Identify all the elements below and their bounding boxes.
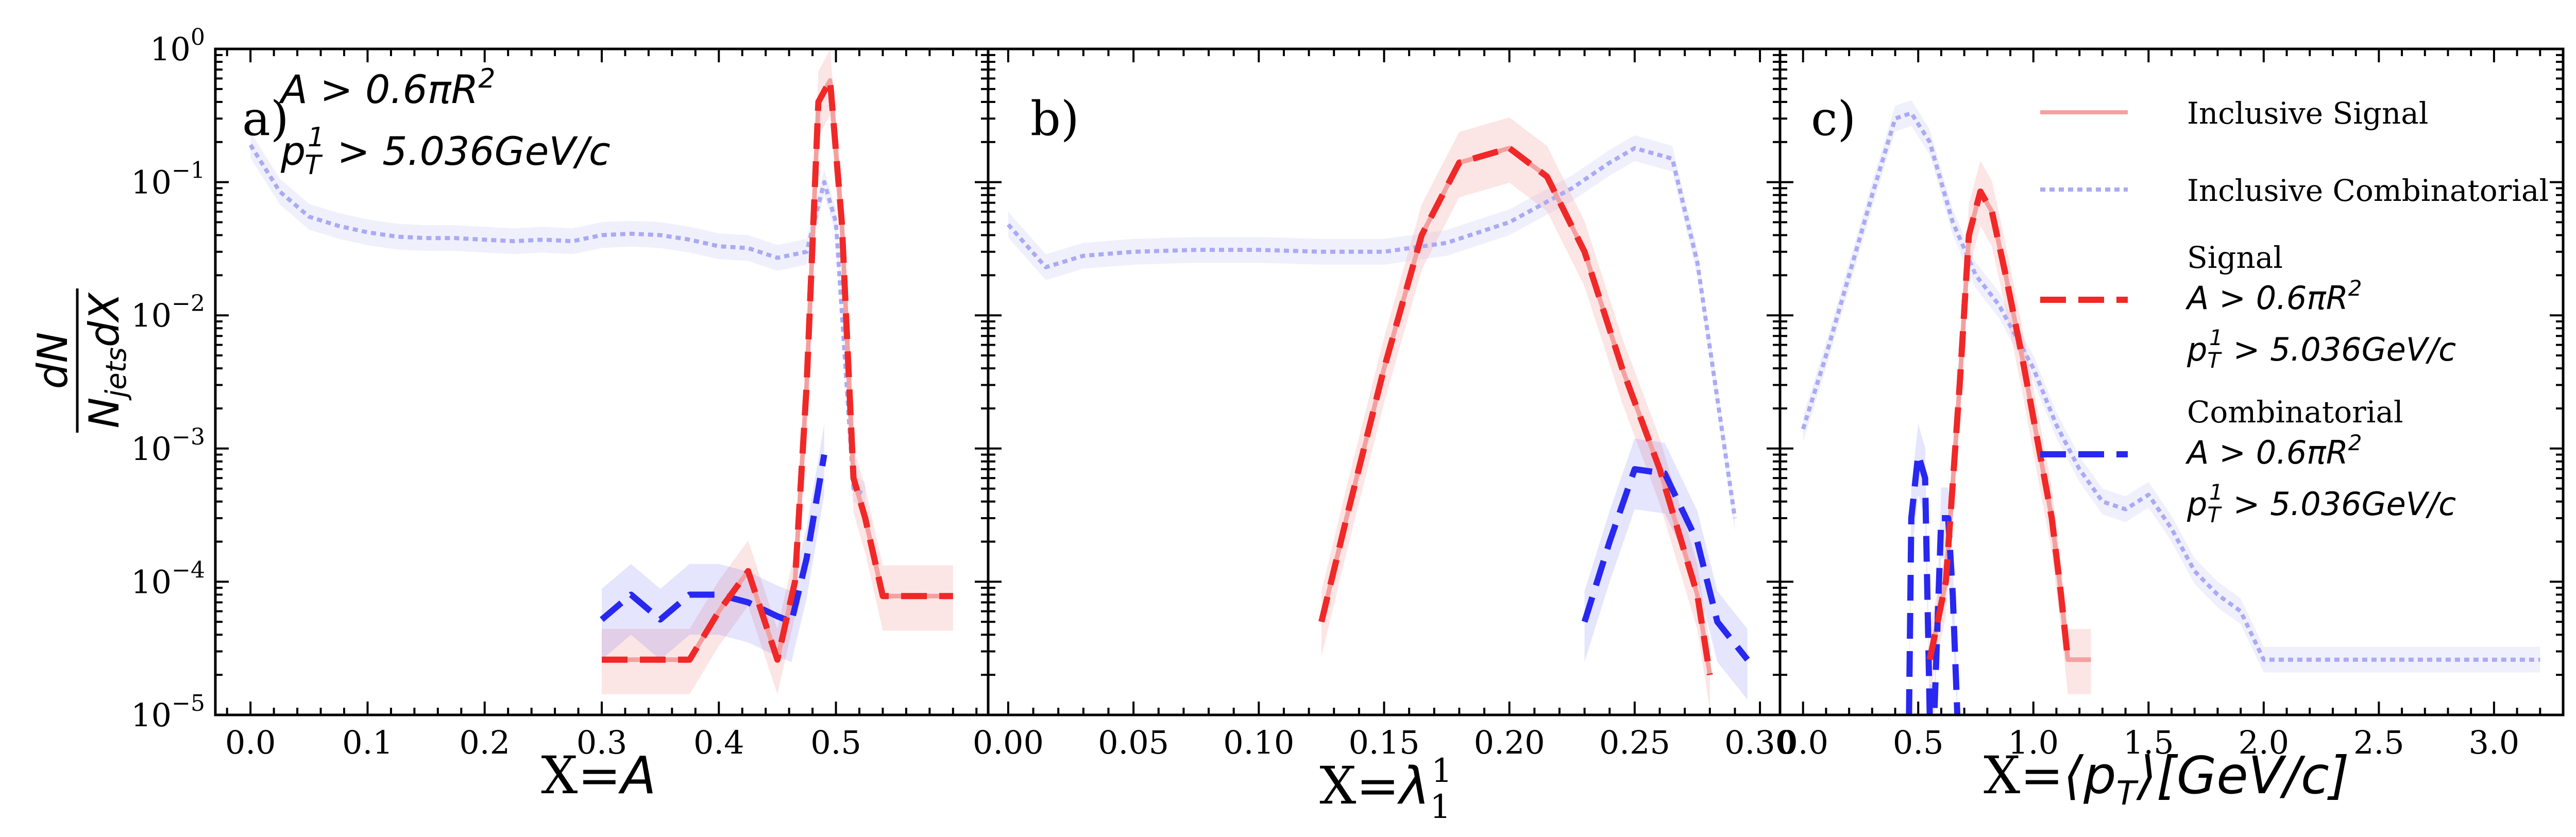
panel-c-xtick-label: 1.0 bbox=[2008, 724, 2059, 761]
y-tick-label: 10−3 bbox=[131, 424, 205, 468]
panel-c-xtick-label: 1.5 bbox=[2123, 724, 2174, 761]
panel-a-series-signal bbox=[602, 77, 953, 663]
panel-c-xtick-label: 2.0 bbox=[2239, 724, 2290, 761]
panel-a-band-inclusive-signal bbox=[602, 49, 953, 694]
panel-b-xtick-label: 0.20 bbox=[1474, 724, 1545, 761]
panel-a-xtick-label: 0.4 bbox=[693, 724, 744, 761]
panel-c-xtick-label: 0.5 bbox=[1893, 724, 1944, 761]
panel-b-series-inclusive-combinatorial bbox=[1006, 146, 1737, 519]
legend-combinatorial-cut1: A > 0.6πR2 bbox=[2185, 430, 2362, 471]
panel-b-label: b) bbox=[1030, 91, 1079, 146]
panel-a-band-inclusive-combinatorial bbox=[250, 132, 866, 508]
panel-a-annotation-line2: pT1 > 5.036GeV/c bbox=[280, 122, 611, 181]
panel-a-label: a) bbox=[242, 91, 289, 146]
panel-a-band-combinatorial bbox=[602, 424, 824, 662]
svg-text:dN: dN bbox=[29, 332, 77, 389]
panel-b-band-inclusive-signal bbox=[1321, 117, 1710, 710]
panel-c-label: c) bbox=[1811, 91, 1856, 146]
panel-c-series-inclusive-combinatorial bbox=[1801, 111, 2540, 662]
legend-label-combinatorial: Combinatorial bbox=[2187, 395, 2403, 430]
panel-a-xtick-label: 0.1 bbox=[342, 724, 393, 761]
y-tick-label: 10−5 bbox=[131, 690, 205, 734]
panel-a-xtick-label: 0.0 bbox=[225, 724, 276, 761]
legend-combinatorial-cut2: pT1 > 5.036GeV/c bbox=[2187, 480, 2456, 527]
panel-c-xtick-label: 2.5 bbox=[2353, 724, 2404, 761]
y-tick-label: 10−4 bbox=[131, 557, 205, 601]
panel-b-xlabel: X=λ11 bbox=[1319, 752, 1452, 826]
panel-b-series-combinatorial bbox=[1581, 466, 1750, 662]
panel-c-band-combinatorial bbox=[1909, 424, 1958, 715]
panel-c-frame bbox=[1778, 47, 2565, 716]
panel-b-xtick-label: 0.30 bbox=[1724, 724, 1795, 761]
panel-c-band-inclusive-signal bbox=[1929, 161, 2091, 694]
panel-c-xtick-label: 3.0 bbox=[2469, 724, 2520, 761]
legend: Inclusive Signal Inclusive Combinatorial… bbox=[2040, 96, 2549, 527]
legend-label-inclusive-combinatorial: Inclusive Combinatorial bbox=[2187, 173, 2549, 208]
y-label-numerator: dN bbox=[29, 332, 77, 389]
panel-b-xtick-label: 0.10 bbox=[1223, 724, 1294, 761]
panel-b-series-signal bbox=[1318, 145, 1713, 676]
y-axis-label: dN NjetsdX bbox=[29, 288, 132, 433]
y-label-denominator-sub: jets bbox=[100, 347, 132, 401]
panel-a-series-combinatorial bbox=[600, 454, 827, 625]
panel-a-xtick-label: 0.3 bbox=[577, 724, 628, 761]
y-label-denominator: N bbox=[80, 398, 128, 429]
panel-a-xtick-label: 0.5 bbox=[810, 724, 861, 761]
panel-a-xtick-label: 0.2 bbox=[459, 724, 510, 761]
y-tick-label: 10−1 bbox=[131, 158, 205, 201]
y-label-denominator-tail: dX bbox=[80, 292, 128, 347]
panel-a-xlabel: X=A bbox=[541, 745, 656, 806]
panel-b-xtick-label: 0.15 bbox=[1348, 724, 1419, 761]
legend-label-inclusive-signal: Inclusive Signal bbox=[2187, 96, 2428, 131]
panel-c-series-signal bbox=[1926, 188, 2071, 660]
panel-c-xlabel: X=⟨pT⟩[GeV/c] bbox=[1984, 745, 2349, 813]
legend-signal-cut2: pT1 > 5.036GeV/c bbox=[2187, 325, 2456, 373]
data-curves bbox=[248, 77, 2540, 718]
panel-a-series-inclusive-combinatorial bbox=[248, 144, 867, 497]
panel-a-annotation-line1: A > 0.6πR2 bbox=[278, 63, 496, 112]
y-tick-label: 100 bbox=[150, 24, 205, 68]
panel-b-xtick-label: 0.25 bbox=[1599, 724, 1670, 761]
panel-c-series-combinatorial bbox=[1906, 451, 1961, 718]
panel-b-xtick-label: 0.05 bbox=[1098, 724, 1169, 761]
panel-c-xtick-label: 0.0 bbox=[1777, 724, 1828, 761]
legend-label-signal: Signal bbox=[2187, 240, 2283, 275]
svg-text:NjetsdX: NjetsdX bbox=[80, 292, 132, 428]
legend-signal-cut1: A > 0.6πR2 bbox=[2185, 276, 2362, 317]
y-tick-label: 10−2 bbox=[131, 291, 205, 334]
panel-b-xtick-label: 0.00 bbox=[973, 724, 1044, 761]
axes: 0.0 0.1 0.2 0.3 0.4 0.5 0.00 0.05 0.10 0.15 0.20 0.… bbox=[131, 24, 2565, 761]
